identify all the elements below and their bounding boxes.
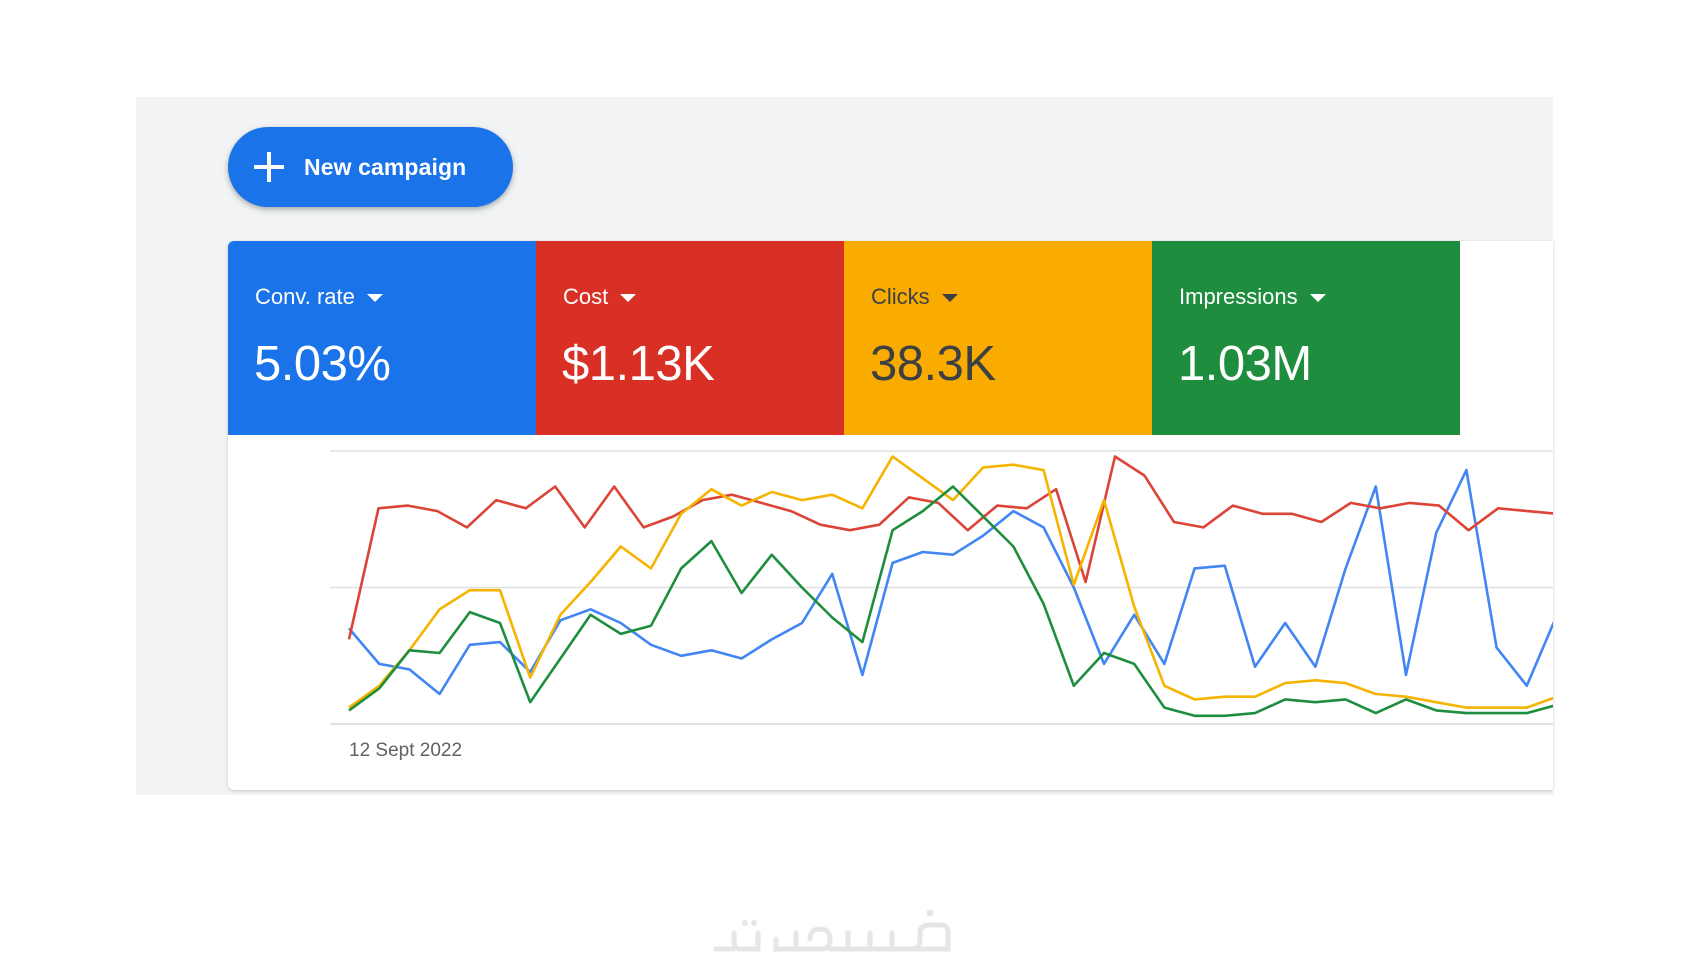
chart-series [347,455,1553,718]
series-line-conv-rate [348,468,1553,696]
new-campaign-label: New campaign [304,153,467,180]
metric-tile-conv-rate[interactable]: Conv. rate 5.03% [228,241,536,435]
series-line-impressions [348,485,1553,718]
metric-label: Clicks [871,284,930,309]
x-axis-start-label: 12 Sept 2022 [349,740,462,761]
metric-tile-cost[interactable]: Cost $1.13K [536,241,844,435]
dropdown-arrow-icon [941,294,958,302]
metric-selector-cost[interactable]: Cost [563,284,637,310]
metric-value: $1.13K [562,337,715,391]
dropdown-arrow-icon [366,294,383,302]
metric-label: Impressions [1179,284,1298,309]
metric-selector-clicks[interactable]: Clicks [871,284,958,310]
series-line-cost [347,455,1553,640]
plus-icon [254,152,284,182]
metric-selector-conv-rate[interactable]: Conv. rate [255,284,383,310]
metric-value: 1.03M [1178,337,1312,391]
metric-value: 38.3K [870,337,996,391]
metric-value: 5.03% [254,337,391,391]
chart-gridlines [330,450,1553,725]
dropdown-arrow-icon [1309,294,1326,302]
metric-tile-impressions[interactable]: Impressions 1.03M [1152,241,1460,435]
metric-label: Cost [563,284,609,309]
new-campaign-button[interactable]: New campaign [228,127,513,207]
dropdown-arrow-icon [620,294,637,302]
series-line-clicks [348,455,1553,709]
performance-card: Conv. rate 5.03% Cost $1.13K Clicks 38.3… [228,241,1553,790]
metric-tile-clicks[interactable]: Clicks 38.3K [844,241,1152,435]
performance-line-chart: 12 Sept 2022 [330,450,1553,761]
metric-label: Conv. rate [255,284,355,309]
khamsat-watermark-logo [713,909,951,952]
metric-selector-impressions[interactable]: Impressions [1179,284,1326,310]
